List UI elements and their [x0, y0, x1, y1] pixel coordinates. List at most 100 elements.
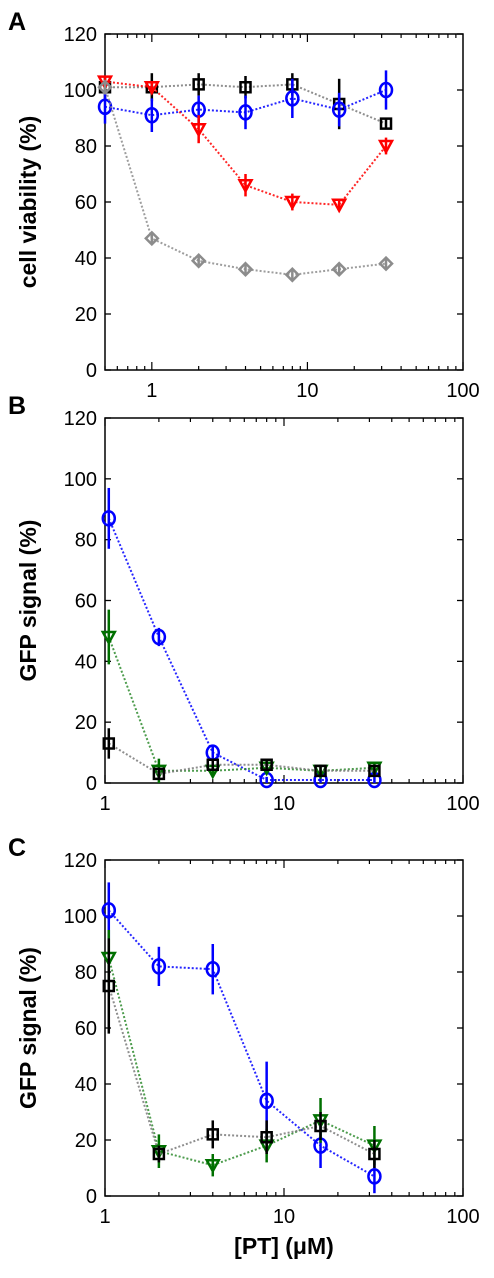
plot-frame	[104, 417, 464, 784]
panel-letter: B	[8, 392, 26, 420]
data-point	[152, 767, 166, 781]
plot-frame	[104, 33, 464, 371]
data-point	[377, 139, 395, 155]
data-point	[204, 1158, 221, 1174]
series-2	[100, 930, 383, 1177]
y-tick-label: 120	[64, 850, 97, 872]
x-tick-label: 1	[146, 380, 157, 402]
y-axis-title: GFP signal (%)	[15, 947, 41, 1109]
series-2	[100, 609, 383, 783]
data-point	[286, 78, 299, 91]
data-point	[150, 764, 167, 780]
data-point	[284, 267, 301, 283]
series-1	[101, 487, 382, 789]
data-point	[144, 106, 160, 124]
data-point	[206, 758, 220, 771]
data-point	[260, 1130, 273, 1144]
y-tick-label: 40	[75, 1074, 97, 1096]
data-point	[143, 80, 160, 96]
y-tick-label: 80	[75, 530, 97, 552]
data-point	[259, 1092, 274, 1110]
data-point	[314, 1119, 327, 1133]
series-line	[107, 636, 375, 772]
data-point	[206, 1128, 220, 1141]
x-tick-label: 10	[273, 1206, 295, 1228]
data-point	[237, 178, 254, 194]
series-line	[107, 985, 375, 1156]
data-point	[378, 81, 394, 99]
y-tick-label: 100	[64, 906, 97, 928]
data-point	[331, 101, 347, 118]
x-tick-label: 1	[99, 793, 110, 815]
data-point	[331, 198, 348, 214]
data-point	[205, 960, 221, 978]
data-point	[367, 1168, 382, 1185]
series-line	[107, 518, 375, 781]
data-point	[190, 253, 207, 269]
y-axis-title: GFP signal (%)	[15, 520, 41, 682]
x-tick-label: 100	[446, 380, 479, 402]
data-point	[368, 1147, 381, 1161]
y-tick-label: 60	[75, 1018, 97, 1040]
y-tick-label: 80	[75, 136, 97, 158]
data-point	[284, 195, 301, 211]
x-tick-label: 1	[99, 1206, 110, 1228]
series-3	[102, 728, 381, 781]
data-point	[190, 122, 207, 138]
y-tick-label: 20	[75, 712, 97, 734]
series-1	[101, 882, 382, 1194]
x-axis-title: [PT] (μM)	[234, 1233, 334, 1259]
x-tick-label: 10	[273, 793, 295, 815]
series-4	[97, 79, 394, 283]
x-tick-label: 10	[296, 380, 318, 402]
y-tick-label: 20	[75, 304, 97, 326]
y-tick-label: 60	[75, 591, 97, 613]
x-tick-label: 100	[446, 793, 479, 815]
y-axis-title: cell viability (%)	[15, 116, 41, 289]
data-point	[192, 78, 205, 91]
data-point	[314, 764, 327, 778]
data-point	[101, 510, 117, 527]
series-3	[96, 75, 395, 214]
series-1	[98, 73, 393, 130]
data-point	[144, 230, 160, 247]
y-tick-label: 120	[64, 408, 97, 430]
data-point	[100, 630, 117, 646]
data-point	[368, 764, 381, 778]
y-tick-label: 0	[86, 360, 97, 382]
panel-letter: C	[8, 834, 26, 862]
data-point	[239, 80, 252, 94]
data-point	[260, 758, 273, 771]
data-point	[285, 90, 300, 107]
series-line	[107, 957, 375, 1167]
y-tick-label: 60	[75, 192, 97, 214]
data-point	[331, 261, 347, 277]
data-point	[378, 255, 394, 272]
series-2	[97, 70, 394, 132]
series-line	[108, 909, 375, 1178]
data-point	[101, 902, 117, 919]
data-point	[237, 261, 254, 277]
x-tick-label: 100	[446, 1206, 479, 1228]
data-point	[366, 761, 383, 777]
y-tick-label: 0	[86, 1186, 97, 1208]
data-point	[97, 79, 113, 95]
y-tick-label: 100	[64, 80, 97, 102]
data-point	[238, 104, 253, 121]
y-tick-label: 40	[75, 248, 97, 270]
data-point	[102, 979, 116, 993]
y-tick-label: 80	[75, 962, 97, 984]
panel-letter: A	[8, 8, 26, 36]
data-point	[151, 628, 167, 646]
y-tick-label: 120	[64, 24, 97, 46]
y-tick-label: 100	[64, 469, 97, 491]
y-tick-label: 0	[86, 773, 97, 795]
data-point	[151, 958, 167, 975]
data-point	[379, 117, 393, 130]
series-line	[108, 742, 375, 775]
series-3	[102, 938, 381, 1168]
